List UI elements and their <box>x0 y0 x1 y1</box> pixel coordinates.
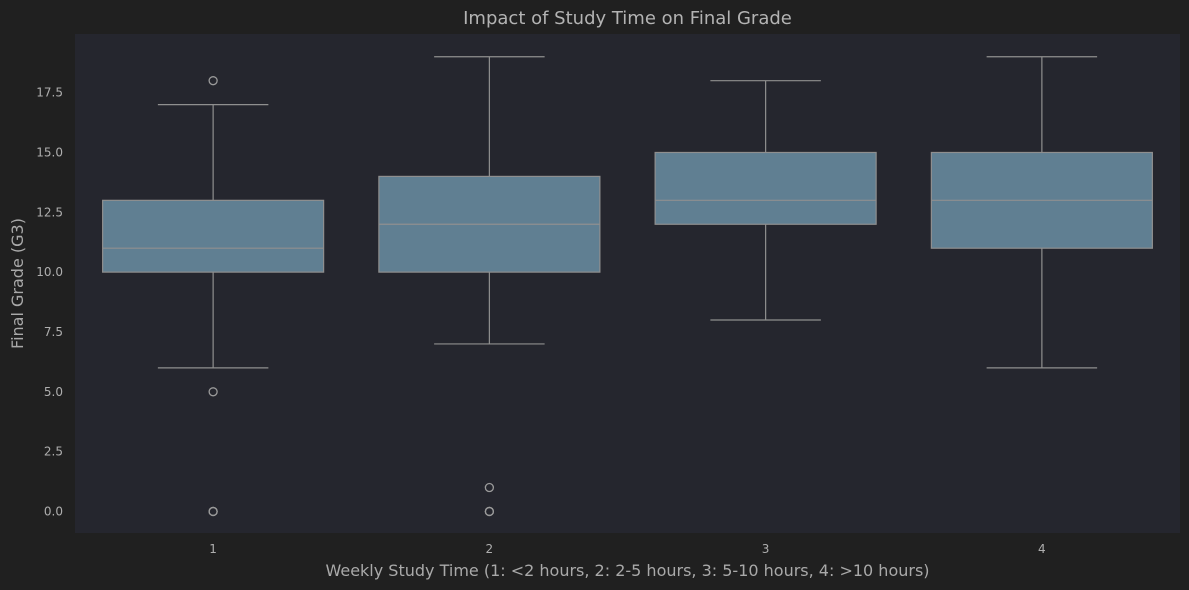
y-tick-label: 0.0 <box>44 504 63 518</box>
y-tick-label: 15.0 <box>36 145 63 159</box>
x-tick-label: 3 <box>762 542 770 556</box>
chart-title: Impact of Study Time on Final Grade <box>463 8 792 29</box>
box-iqr <box>654 151 877 225</box>
outlier-point <box>208 387 218 397</box>
outlier-point <box>208 76 218 86</box>
x-tick-label: 4 <box>1038 542 1046 556</box>
y-tick-label: 12.5 <box>36 205 63 219</box>
outlier-point <box>484 482 495 493</box>
box-iqr <box>102 199 325 273</box>
outlier-point <box>208 506 218 517</box>
y-tick-label: 17.5 <box>36 86 63 100</box>
y-tick-label: 7.5 <box>44 325 63 339</box>
x-axis-ticks: 1 2 3 4 <box>209 542 1045 556</box>
box-1 <box>102 76 325 517</box>
y-tick-label: 2.5 <box>44 445 63 459</box>
outlier-point <box>484 506 495 517</box>
y-axis-ticks: 0.0 2.5 5.0 7.5 10.0 12.5 15.0 17.5 <box>36 86 63 519</box>
box-3 <box>654 80 877 321</box>
x-tick-label: 1 <box>209 542 217 556</box>
boxes-group <box>102 56 1153 517</box>
y-tick-label: 5.0 <box>44 385 63 399</box>
box-2 <box>378 56 601 517</box>
x-axis-label: Weekly Study Time (1: <2 hours, 2: 2-5 h… <box>325 561 929 580</box>
box-4 <box>930 56 1153 369</box>
plot-area <box>75 34 1180 533</box>
x-tick-label: 2 <box>486 542 494 556</box>
y-axis-label: Final Grade (G3) <box>8 218 27 349</box>
y-tick-label: 10.0 <box>36 265 63 279</box>
